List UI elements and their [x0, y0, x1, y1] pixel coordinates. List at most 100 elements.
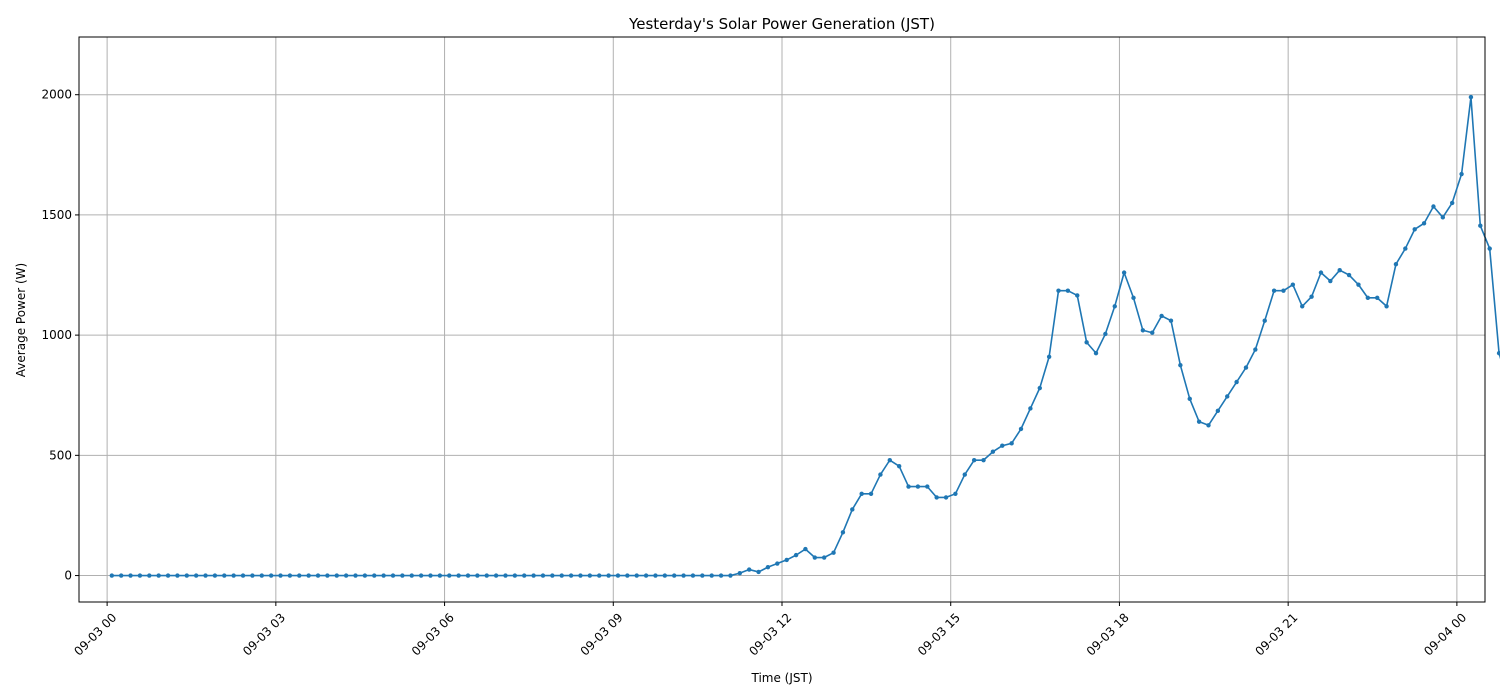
data-point	[1271, 288, 1277, 293]
data-point	[812, 555, 818, 560]
data-point	[1056, 288, 1061, 293]
data-point	[821, 555, 827, 560]
data-point	[1009, 441, 1014, 446]
data-point	[156, 573, 161, 578]
data-point	[531, 573, 536, 578]
data-point	[868, 491, 874, 497]
data-point	[775, 561, 780, 566]
data-point	[1459, 171, 1464, 177]
data-point	[896, 463, 902, 469]
data-point	[278, 573, 283, 578]
x-tick-label: 09-03 18	[1084, 610, 1132, 658]
x-tick-label: 09-03 15	[915, 610, 963, 658]
data-point	[737, 570, 743, 576]
data-point	[503, 573, 508, 578]
data-point	[118, 573, 124, 578]
data-point	[1384, 304, 1389, 309]
data-point	[765, 564, 771, 570]
data-point	[1337, 268, 1342, 273]
grid	[79, 37, 1485, 602]
data-point	[1300, 304, 1305, 309]
x-tick-label: 09-03 03	[240, 610, 288, 658]
data-point	[1178, 362, 1183, 368]
data-point	[447, 573, 452, 578]
data-point	[456, 573, 461, 578]
data-point	[971, 457, 977, 463]
data-point	[1084, 340, 1089, 345]
data-point	[1253, 347, 1258, 352]
data-point	[803, 546, 808, 552]
data-point	[784, 557, 789, 563]
data-point	[540, 573, 546, 578]
data-point	[1487, 246, 1492, 251]
data-point	[184, 573, 189, 578]
data-point	[793, 552, 799, 558]
data-point	[587, 573, 593, 578]
data-point	[746, 567, 752, 572]
data-point	[1496, 350, 1500, 356]
data-point	[297, 573, 302, 578]
data-point	[1215, 408, 1221, 414]
data-point	[568, 573, 574, 578]
data-point	[1318, 270, 1324, 275]
data-point	[259, 573, 264, 578]
data-point	[1356, 282, 1361, 287]
y-tick-label: 1000	[41, 328, 72, 342]
data-point	[634, 573, 639, 578]
chart-title: Yesterday's Solar Power Generation (JST)	[628, 15, 935, 33]
data-point	[700, 573, 705, 578]
data-point	[1168, 318, 1174, 323]
y-tick-label: 500	[49, 448, 72, 462]
data-point	[203, 573, 208, 578]
x-tick-label: 09-03 21	[1252, 610, 1300, 658]
data-point	[1112, 304, 1117, 309]
data-point	[943, 495, 949, 500]
data-point	[128, 573, 133, 578]
x-tick-label: 09-03 12	[746, 610, 794, 658]
data-point	[1150, 330, 1155, 335]
data-point	[1131, 295, 1136, 301]
x-tick-label: 09-03 09	[578, 610, 626, 658]
series-line	[111, 96, 1500, 577]
x-tick-label: 09-03 00	[71, 610, 119, 658]
data-point	[1449, 200, 1455, 206]
data-point	[1365, 295, 1371, 301]
data-point	[990, 449, 996, 454]
data-point	[1140, 328, 1146, 333]
data-point	[400, 573, 405, 578]
data-point	[1431, 204, 1436, 209]
data-point	[840, 530, 846, 535]
data-point	[1093, 350, 1099, 356]
data-point	[925, 484, 930, 489]
data-point	[1065, 288, 1071, 293]
data-point	[962, 472, 967, 477]
data-point	[428, 573, 433, 578]
data-point	[662, 573, 668, 578]
data-point	[906, 484, 911, 489]
y-tick-label: 2000	[41, 88, 72, 102]
data-point	[1243, 365, 1249, 370]
data-point	[606, 573, 611, 578]
data-point	[690, 573, 696, 578]
data-point	[1478, 223, 1483, 228]
data-point	[578, 573, 583, 578]
data-point	[465, 573, 471, 578]
data-point	[325, 573, 330, 578]
data-point	[709, 573, 714, 578]
data-point	[372, 573, 377, 578]
data-point	[1440, 215, 1446, 220]
data-point	[1046, 354, 1052, 359]
data-point	[268, 573, 274, 578]
data-point	[1403, 246, 1408, 251]
data-point	[981, 457, 986, 463]
data-point	[522, 573, 527, 578]
data-point	[1393, 262, 1399, 267]
data-point	[953, 491, 958, 497]
data-point	[1281, 288, 1286, 293]
data-point	[878, 472, 883, 477]
data-point	[1196, 419, 1202, 424]
data-point	[859, 491, 864, 497]
x-axis-label: Time (JST)	[750, 671, 812, 685]
data-point	[559, 573, 564, 578]
